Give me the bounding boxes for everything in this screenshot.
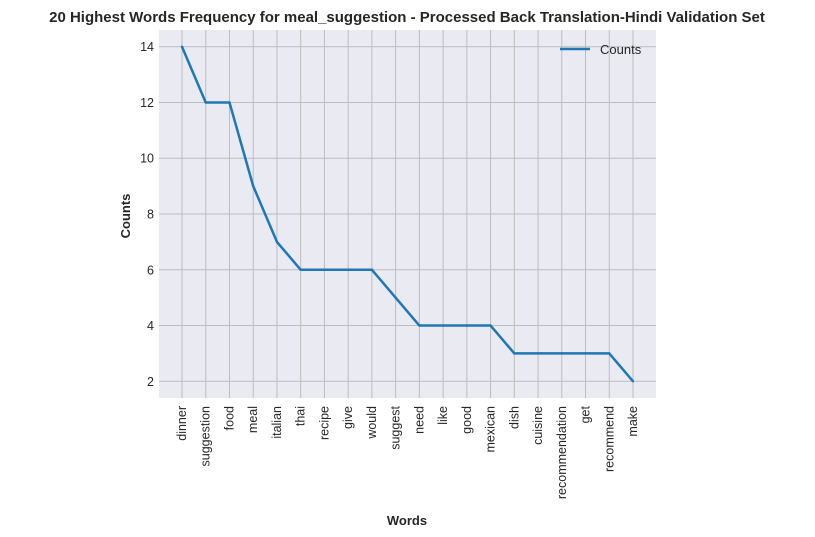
- data-point-suggestion: [204, 101, 207, 104]
- x-axis-label: Words: [387, 513, 427, 528]
- x-tick-label: good: [460, 406, 474, 434]
- y-tick-label: 6: [147, 263, 154, 277]
- data-point-italian: [275, 240, 279, 244]
- y-tick-labels: 2 4 6 8 10 12 14: [140, 40, 154, 389]
- legend: Counts: [560, 42, 642, 57]
- x-tick-label: mexican: [484, 406, 498, 453]
- data-point-mexican: [489, 324, 492, 327]
- x-tick-label: meal: [246, 406, 260, 433]
- data-point-like: [441, 324, 445, 327]
- x-tick-label: dinner: [175, 406, 189, 441]
- data-point-suggest: [394, 296, 397, 299]
- x-tick-label: recipe: [317, 406, 331, 440]
- data-point-get: [584, 352, 587, 355]
- x-tick-label: make: [626, 406, 640, 437]
- data-point-give: [346, 268, 350, 271]
- x-tick-label: recommendation: [555, 406, 569, 499]
- series-layer: [180, 45, 635, 383]
- y-tick-label: 10: [140, 152, 154, 166]
- data-point-make: [631, 380, 635, 383]
- x-tick-label: need: [412, 406, 426, 434]
- y-tick-label: 2: [147, 375, 154, 389]
- data-point-cuisine: [536, 352, 540, 355]
- y-tick-label: 12: [140, 96, 154, 110]
- chart-title: 20 Highest Words Frequency for meal_sugg…: [49, 9, 765, 26]
- x-tick-label: give: [341, 406, 355, 429]
- series-line-counts: [180, 46, 634, 383]
- x-tick-label: food: [222, 406, 236, 430]
- y-axis-label: Counts: [118, 194, 133, 239]
- y-tick-label: 14: [140, 40, 154, 54]
- x-tick-label: recommend: [602, 406, 616, 472]
- data-point-recommend: [608, 352, 611, 355]
- data-point-need: [418, 324, 421, 327]
- data-point-thai: [299, 268, 302, 271]
- legend-label: Counts: [600, 42, 642, 57]
- data-point-dish: [513, 352, 516, 355]
- x-tick-label: would: [365, 406, 379, 440]
- x-tick-label: like: [436, 406, 450, 425]
- data-point-dinner: [180, 45, 184, 48]
- x-tick-label: thai: [294, 406, 308, 426]
- data-point-would: [370, 268, 374, 271]
- x-tick-label: cuisine: [531, 406, 545, 445]
- data-point-recipe: [323, 268, 326, 271]
- y-tick-label: 8: [147, 208, 154, 222]
- y-gridlines: [159, 46, 656, 382]
- x-tick-label: get: [579, 405, 593, 423]
- x-tick-label: dish: [507, 406, 521, 429]
- y-tick-label: 4: [147, 319, 154, 333]
- data-point-food: [228, 101, 231, 104]
- x-tick-label: italian: [270, 406, 284, 439]
- x-tick-label: suggestion: [199, 406, 213, 467]
- data-point-good: [465, 324, 469, 327]
- x-tick-label: suggest: [389, 405, 403, 449]
- data-point-recommendation: [560, 352, 563, 355]
- x-tick-labels: dinner suggestion food meal italian thai recip…: [175, 405, 640, 499]
- data-point-meal: [252, 184, 255, 188]
